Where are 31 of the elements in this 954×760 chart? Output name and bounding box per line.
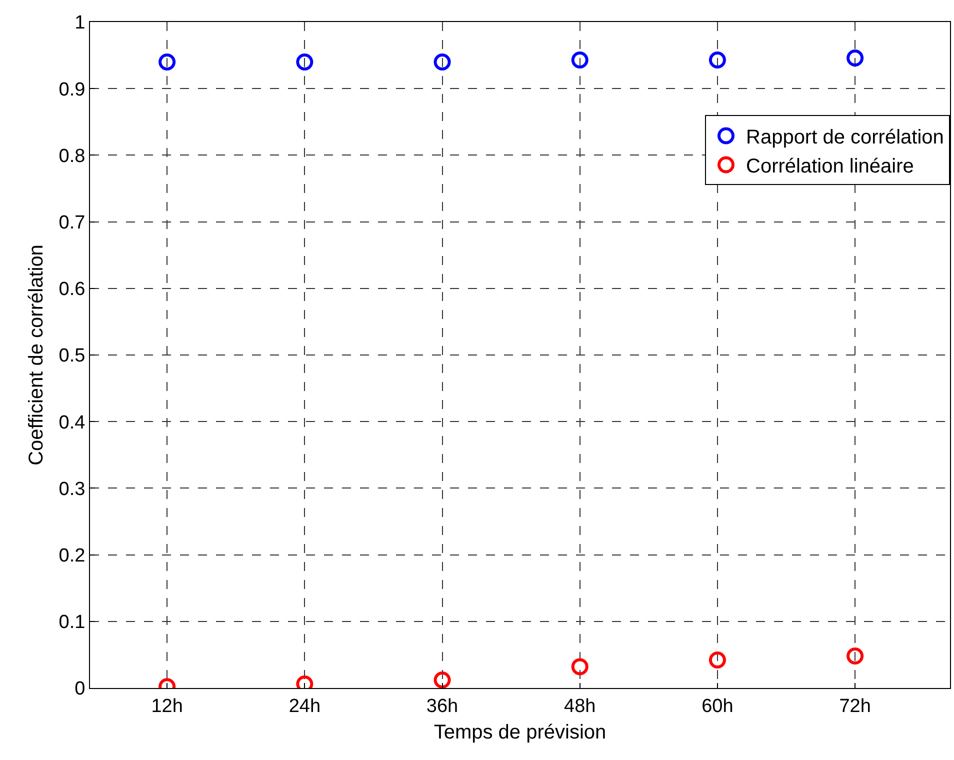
y-tick-label: 0.8 [58, 146, 86, 167]
y-axis-title: Coefficient de corrélation [25, 244, 48, 466]
x-tick-label: 72h [839, 696, 871, 717]
y-tick-label: 1 [74, 12, 86, 34]
y-tick-label: 0.3 [58, 478, 86, 500]
legend-label: Corrélation linéaire [746, 156, 914, 178]
x-tick-label: 48h [564, 696, 596, 717]
legend-label: Rapport de corrélation [746, 126, 944, 149]
point [158, 53, 176, 70]
y-tick-label: 0 [74, 678, 86, 700]
point [434, 672, 451, 688]
y-tick-label: 0.7 [58, 212, 86, 234]
x-axis-title: Temps de prévision [434, 721, 606, 744]
x-tick-label: 60h [702, 696, 734, 717]
point [846, 648, 864, 665]
y-tick-label: 0.4 [58, 412, 86, 434]
point [571, 51, 588, 68]
x-tick-label: 36h [426, 696, 458, 717]
y-tick-label: 0.9 [58, 79, 86, 100]
point [571, 658, 588, 676]
point [434, 53, 451, 70]
point [296, 53, 314, 70]
point [846, 49, 864, 66]
x-tick-label: 24h [288, 696, 321, 717]
x-tick-label: 12h [151, 696, 183, 717]
point [708, 51, 726, 68]
point [708, 652, 726, 669]
y-tick-label: 0.5 [58, 346, 86, 367]
y-tick-label: 0.2 [58, 545, 86, 566]
y-tick-label: 0.6 [58, 279, 86, 300]
y-tick-label: 0.1 [58, 612, 86, 634]
